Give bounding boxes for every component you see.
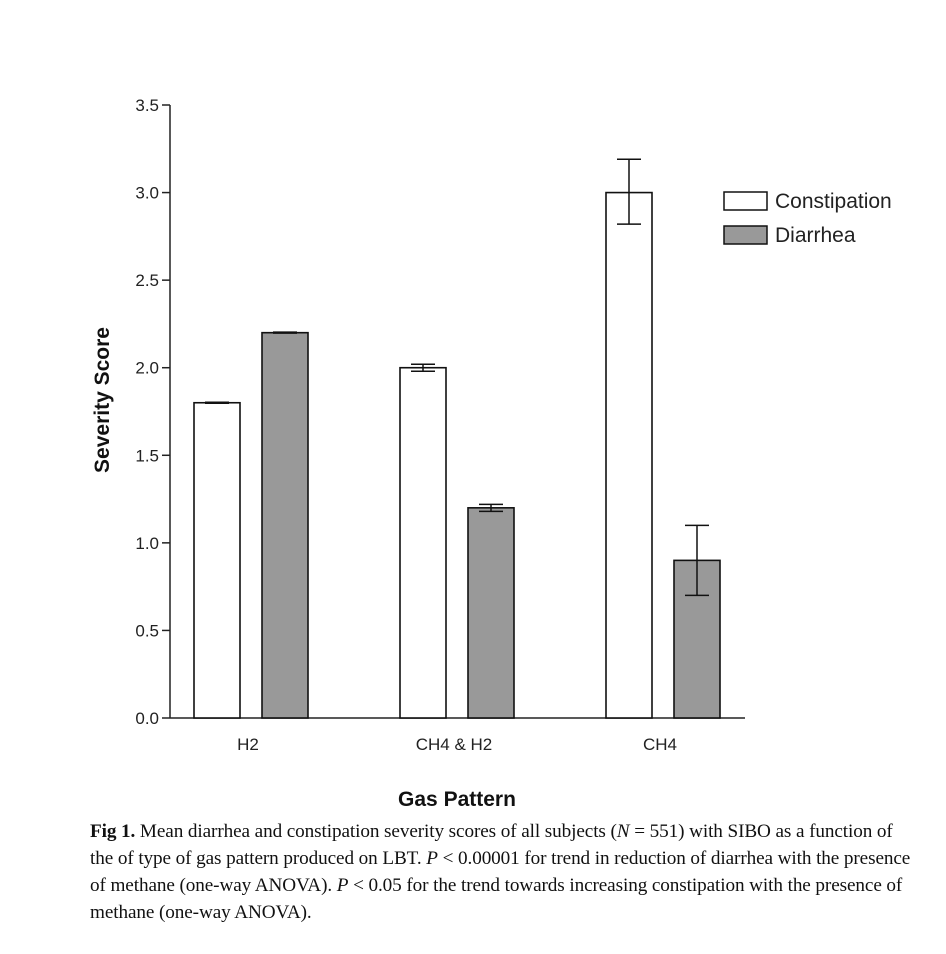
- caption-text: = 551) with SIBO as a function of the of…: [90, 821, 893, 869]
- bar-constipation: [399, 366, 447, 719]
- caption-label: Fig 1.: [90, 821, 136, 842]
- y-tick-label: 0.5: [135, 621, 159, 640]
- caption-p: P: [336, 875, 349, 896]
- x-axis-label: Gas Pattern: [398, 788, 516, 811]
- caption-text: < 0.00001 for trend in reduction of diar…: [90, 848, 911, 896]
- legend-label: Constipation: [775, 190, 892, 213]
- legend-swatch: [723, 191, 768, 211]
- bar-diarrhea: [467, 507, 515, 719]
- caption-text: < 0.05 for the trend towards increasing …: [90, 875, 903, 923]
- y-tick-label: 1.0: [135, 534, 159, 553]
- bar-constipation: [605, 191, 653, 719]
- y-tick-label: 1.5: [135, 446, 159, 465]
- legend-swatch: [723, 225, 768, 245]
- y-tick-label: 3.5: [135, 96, 159, 115]
- y-axis-label: Severity Score: [91, 327, 114, 473]
- x-tick-label: CH4: [643, 735, 677, 754]
- figure-caption: Fig 1. Mean diarrhea and constipation se…: [90, 818, 920, 926]
- caption-p: P: [426, 848, 438, 869]
- bar-diarrhea: [261, 331, 309, 719]
- legend-label: Diarrhea: [775, 224, 856, 247]
- bar-chart: 0.0 0.5 1.0 1.5 2.0 2.5 3.0 3.5 Severity Score Ga…: [91, 96, 892, 811]
- y-tick-label: 0.0: [135, 709, 159, 728]
- caption-n: N: [616, 821, 630, 842]
- x-tick-label: CH4 & H2: [416, 735, 493, 754]
- y-tick-label: 2.0: [135, 359, 159, 378]
- y-tick-label: 3.0: [135, 184, 159, 203]
- bar-constipation: [193, 401, 241, 719]
- caption-text: Mean diarrhea and constipation severity …: [135, 821, 617, 842]
- y-tick-label: 2.5: [135, 271, 159, 290]
- x-tick-label: H2: [237, 735, 259, 754]
